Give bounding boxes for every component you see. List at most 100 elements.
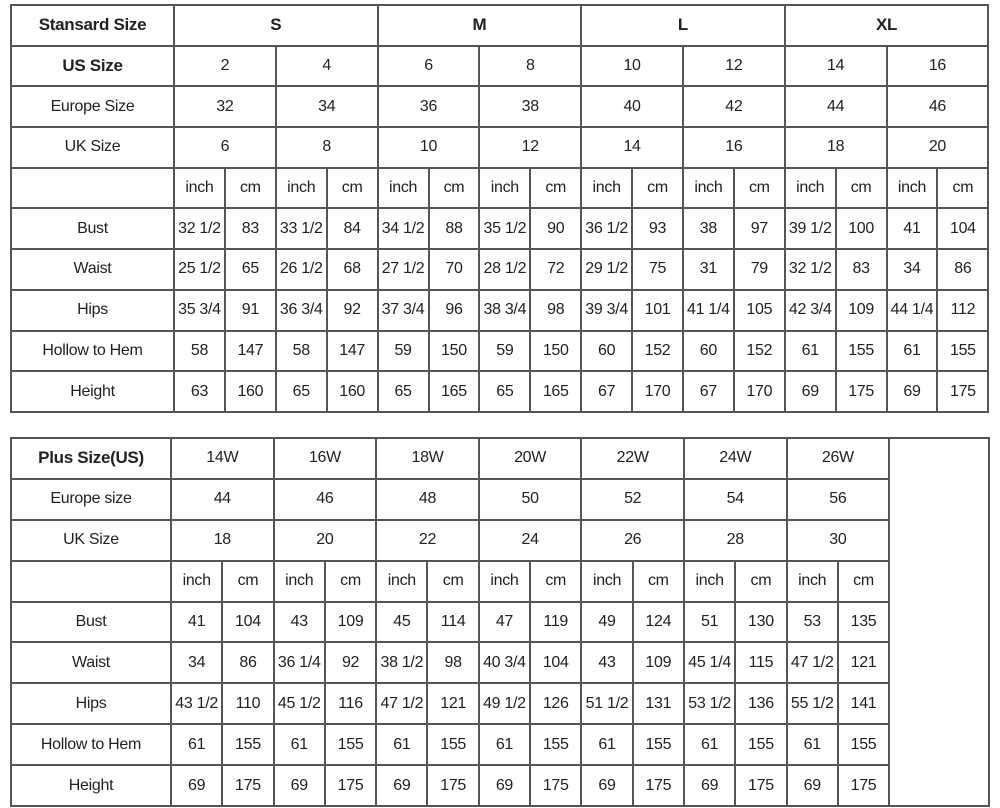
unit-cm: cm — [426, 559, 480, 603]
size-cell: 12 — [681, 44, 786, 88]
measurement-cell: 67 — [681, 370, 735, 413]
measurement-label: Hips — [10, 682, 172, 726]
measurement-row: Bust 32 1/2 83 33 1/2 84 34 1/2 88 35 1/2 90 36 1… — [10, 207, 990, 251]
measurement-cell: 61 — [375, 723, 429, 767]
measurement-cell: 35 1/2 — [478, 207, 532, 251]
size-group-m: M — [376, 4, 583, 47]
measurement-cell: 93 — [631, 207, 684, 251]
unit-cm: cm — [427, 166, 481, 210]
measurement-cell: 36 3/4 — [274, 288, 328, 332]
measurement-cell: 150 — [427, 329, 481, 373]
size-cell: 40 — [580, 85, 684, 129]
measurement-row: Bust 41 104 43 109 45 114 47 119 49 124 51 130 53 135 — [10, 600, 989, 644]
size-cell: 4 — [274, 44, 379, 88]
measurement-cell: 44 1/4 — [885, 288, 939, 332]
row-label: UK Size — [10, 126, 175, 169]
size-cell: 44 — [170, 477, 275, 521]
plus-size-14w: 14W — [170, 437, 275, 480]
size-cell: 14 — [580, 126, 684, 169]
measurement-label: Hollow to Hem — [10, 723, 172, 767]
size-cell: 30 — [785, 518, 891, 562]
measurement-cell: 175 — [323, 764, 378, 808]
plus-size-24w: 24W — [682, 437, 788, 480]
measurement-cell: 59 — [376, 329, 430, 373]
measurement-cell: 92 — [325, 288, 379, 332]
measurement-cell: 91 — [223, 288, 277, 332]
measurement-cell: 61 — [783, 329, 837, 373]
measurement-cell: 49 1/2 — [477, 682, 532, 726]
measurement-label: Bust — [10, 600, 172, 644]
measurement-cell: 175 — [221, 764, 275, 808]
measurement-cell: 69 — [272, 764, 326, 808]
measurement-cell: 61 — [169, 723, 224, 767]
size-row: UK Size 6 8 10 12 14 16 18 20 — [10, 126, 990, 169]
size-row: Europe size 44 46 48 50 52 54 56 — [10, 477, 989, 521]
unit-inch: inch — [169, 559, 224, 603]
measurement-cell: 175 — [529, 764, 583, 808]
unit-inch: inch — [783, 166, 837, 210]
measurement-cell: 72 — [529, 248, 583, 291]
unit-inch: inch — [682, 559, 737, 603]
measurement-cell: 175 — [834, 370, 888, 413]
measurement-cell: 47 — [477, 600, 532, 644]
unit-inch: inch — [885, 166, 939, 210]
measurement-cell: 40 3/4 — [477, 641, 532, 685]
measurement-cell: 34 — [169, 641, 224, 685]
measurement-cell: 65 — [274, 370, 328, 413]
standard-size-table: Stansard Size S M L XL US Size 2 4 6 8 10 12 14 16 Eur… — [10, 4, 990, 413]
measurement-cell: 109 — [631, 641, 685, 685]
size-cell: 12 — [478, 126, 583, 169]
measurement-cell: 160 — [223, 370, 277, 413]
unit-cm: cm — [323, 559, 378, 603]
header-row: Plus Size(US) 14W 16W 18W 20W 22W 24W 26W — [10, 436, 991, 808]
plus-size-22w: 22W — [580, 437, 685, 480]
measurement-label: Waist — [10, 641, 172, 685]
measurement-cell: 69 — [885, 370, 939, 413]
measurement-cell: 110 — [221, 682, 275, 726]
size-cell: 10 — [580, 44, 684, 88]
measurement-cell: 130 — [734, 600, 788, 644]
measurement-cell: 100 — [834, 207, 888, 251]
measurement-cell: 116 — [323, 682, 378, 726]
measurement-cell: 69 — [580, 764, 634, 808]
unit-inch: inch — [478, 166, 532, 210]
measurement-cell: 37 3/4 — [376, 288, 430, 332]
unit-inch: inch — [580, 166, 634, 210]
size-cell: 50 — [477, 477, 583, 521]
measurement-cell: 51 — [682, 600, 737, 644]
measurement-label: Hips — [10, 288, 175, 332]
measurement-row: Height 69 175 69 175 69 175 69 175 69 175 69 175 69 17… — [10, 764, 989, 808]
unit-cm: cm — [836, 559, 891, 603]
size-cell: 10 — [376, 126, 481, 169]
unit-cm: cm — [529, 166, 583, 210]
unit-inch: inch — [477, 559, 532, 603]
measurement-cell: 155 — [936, 329, 990, 373]
measurement-row: Height 63 160 65 160 65 165 65 165 67 170 67 170 69 17… — [10, 370, 990, 413]
measurement-cell: 155 — [734, 723, 788, 767]
measurement-cell: 97 — [732, 207, 786, 251]
measurement-cell: 26 1/2 — [274, 248, 328, 291]
measurement-cell: 86 — [221, 641, 275, 685]
measurement-cell: 43 1/2 — [169, 682, 224, 726]
measurement-label: Bust — [10, 207, 175, 251]
measurement-cell: 155 — [426, 723, 480, 767]
measurement-cell: 141 — [836, 682, 891, 726]
measurement-cell: 104 — [529, 641, 583, 685]
measurement-cell: 32 1/2 — [783, 248, 837, 291]
measurement-cell: 58 — [274, 329, 328, 373]
size-group-xl: XL — [783, 4, 990, 47]
measurement-cell: 175 — [734, 764, 788, 808]
size-cell: 38 — [478, 85, 583, 129]
measurement-cell: 121 — [426, 682, 480, 726]
size-group-s: S — [173, 4, 379, 47]
measurement-cell: 88 — [427, 207, 481, 251]
measurement-cell: 104 — [221, 600, 275, 644]
measurement-cell: 65 — [478, 370, 532, 413]
measurement-cell: 38 3/4 — [478, 288, 532, 332]
measurement-cell: 131 — [631, 682, 685, 726]
measurement-cell: 147 — [223, 329, 277, 373]
measurement-cell: 33 1/2 — [274, 207, 328, 251]
unit-inch: inch — [580, 559, 634, 603]
measurement-cell: 115 — [734, 641, 788, 685]
measurement-cell: 60 — [681, 329, 735, 373]
